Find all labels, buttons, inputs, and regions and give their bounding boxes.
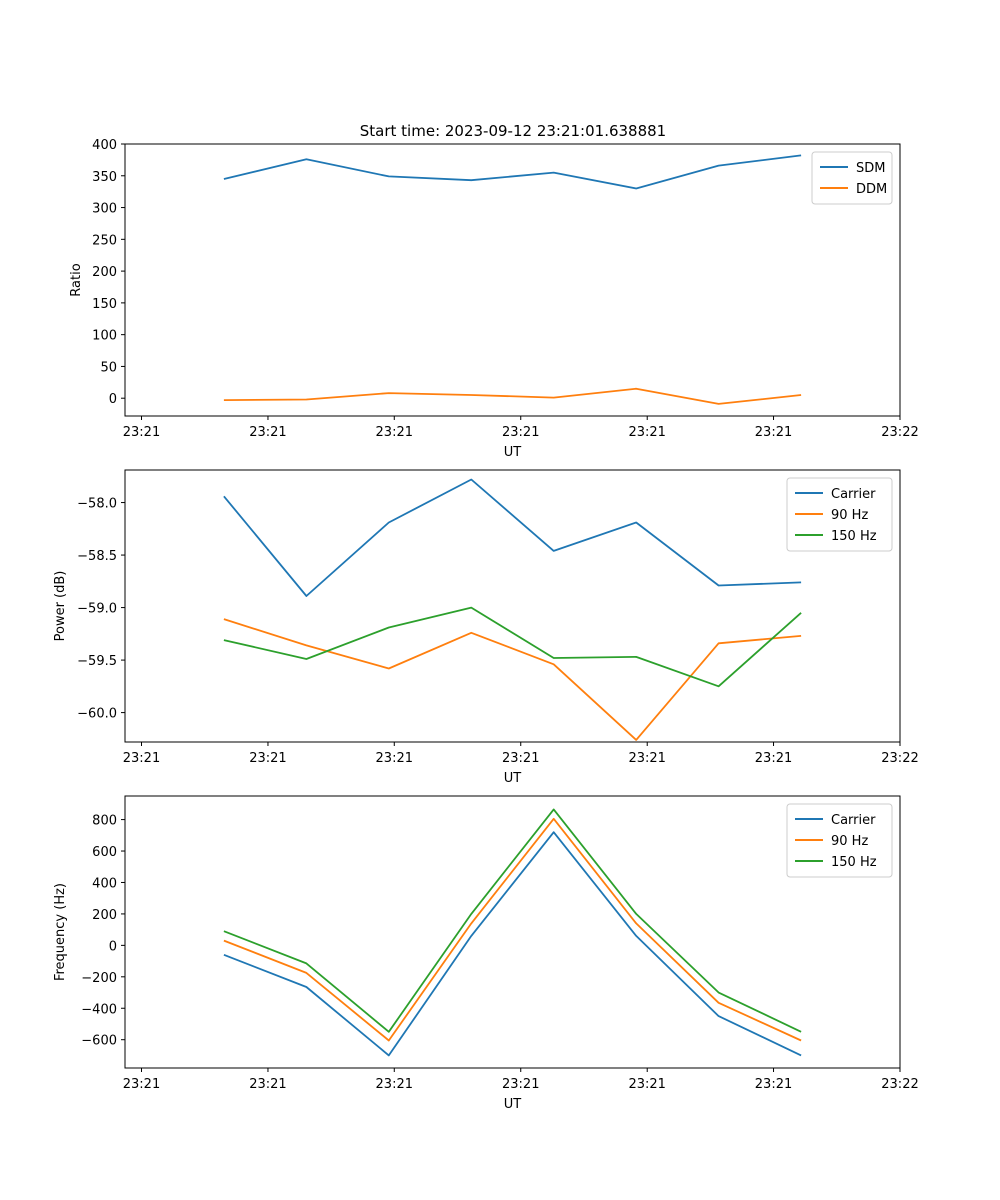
y-tick-label: 0 (109, 392, 117, 407)
x-tick-label: 23:21 (376, 751, 413, 766)
x-tick-label: 23:21 (376, 1077, 413, 1092)
x-tick-label: 23:22 (881, 425, 918, 440)
x-axis-label: UT (504, 771, 522, 786)
x-tick-label: 23:21 (628, 1077, 665, 1092)
x-tick-label: 23:21 (502, 425, 539, 440)
legend: Carrier 90 Hz 150 Hz (786, 477, 893, 552)
x-axis-label: UT (504, 1097, 522, 1112)
x-tick-label: 23:21 (628, 425, 665, 440)
x-tick-label: 23:21 (755, 425, 792, 440)
x-tick-label: 23:21 (628, 751, 665, 766)
subplot-3: 23:21 23:21 23:21 23:21 23:21 23:21 23:22 800 60… (53, 795, 919, 1112)
y-tick-label: 400 (92, 876, 117, 891)
y-tick-label: −600 (81, 1034, 117, 1049)
series-line-90-hz (223, 817, 802, 1042)
y-tick-label: 350 (92, 170, 117, 185)
legend-label: 150 Hz (831, 529, 877, 544)
legend-box (811, 151, 893, 205)
x-tick-label: 23:21 (249, 425, 286, 440)
series-line-carrier (223, 478, 802, 597)
legend: SDM DDM (811, 151, 893, 205)
y-tick-label: 100 (92, 329, 117, 344)
y-tick-label: 250 (92, 233, 117, 248)
y-tick-label: −58.5 (77, 549, 117, 564)
y-tick-label: 800 (92, 814, 117, 829)
y-tick-label: 300 (92, 202, 117, 217)
x-tick-label: 23:22 (881, 751, 918, 766)
y-tick-label: −59.0 (77, 602, 117, 617)
series-line-90-hz (223, 618, 802, 741)
y-tick-label: 400 (92, 138, 117, 153)
y-tick-label: −60.0 (77, 707, 117, 722)
y-axis-label: Ratio (69, 263, 84, 296)
legend-label: 150 Hz (831, 855, 877, 870)
x-axis-label: UT (504, 445, 522, 460)
y-tick-label: −200 (81, 971, 117, 986)
x-tick-label: 23:21 (123, 751, 160, 766)
x-tick-label: 23:21 (123, 425, 160, 440)
y-tick-label: 200 (92, 908, 117, 923)
figure-title: Start time: 2023-09-12 23:21:01.638881 (360, 122, 666, 140)
x-tick-label: 23:21 (502, 1077, 539, 1092)
y-tick-label: −58.0 (77, 497, 117, 512)
series-line-ddm (223, 387, 802, 405)
y-tick-label: 150 (92, 297, 117, 312)
axes-frame (124, 143, 901, 417)
y-tick-label: −400 (81, 1002, 117, 1017)
x-tick-label: 23:21 (376, 425, 413, 440)
y-tick-label: 200 (92, 265, 117, 280)
legend-label: 90 Hz (831, 834, 868, 849)
series-line-150-hz (223, 606, 802, 688)
y-tick-label: 0 (109, 939, 117, 954)
legend-label: DDM (856, 182, 887, 197)
x-tick-label: 23:21 (755, 1077, 792, 1092)
y-tick-label: −59.5 (77, 654, 117, 669)
legend-box (786, 803, 893, 878)
subplot-1: 23:21 23:21 23:21 23:21 23:21 23:21 23:22 0 50 10… (69, 138, 919, 460)
legend-label: Carrier (831, 813, 876, 828)
x-tick-label: 23:21 (249, 751, 286, 766)
x-tick-label: 23:21 (123, 1077, 160, 1092)
legend-box (786, 477, 893, 552)
x-tick-label: 23:21 (755, 751, 792, 766)
series-line-150-hz (223, 808, 802, 1033)
y-axis-label: Frequency (Hz) (53, 883, 68, 981)
legend-label: SDM (856, 161, 885, 176)
legend: Carrier 90 Hz 150 Hz (786, 803, 893, 878)
legend-label: 90 Hz (831, 508, 868, 523)
y-tick-label: 600 (92, 845, 117, 860)
x-tick-label: 23:21 (249, 1077, 286, 1092)
axes-frame (124, 469, 901, 743)
series-line-carrier (223, 831, 802, 1057)
legend-label: Carrier (831, 487, 876, 502)
y-axis-label: Power (dB) (53, 571, 68, 642)
axes-frame (124, 795, 901, 1069)
x-tick-label: 23:22 (881, 1077, 918, 1092)
y-tick-label: 50 (100, 360, 117, 375)
series-line-sdm (223, 154, 802, 190)
subplot-2: 23:21 23:21 23:21 23:21 23:21 23:21 23:22 −58.0… (53, 469, 919, 786)
x-tick-label: 23:21 (502, 751, 539, 766)
